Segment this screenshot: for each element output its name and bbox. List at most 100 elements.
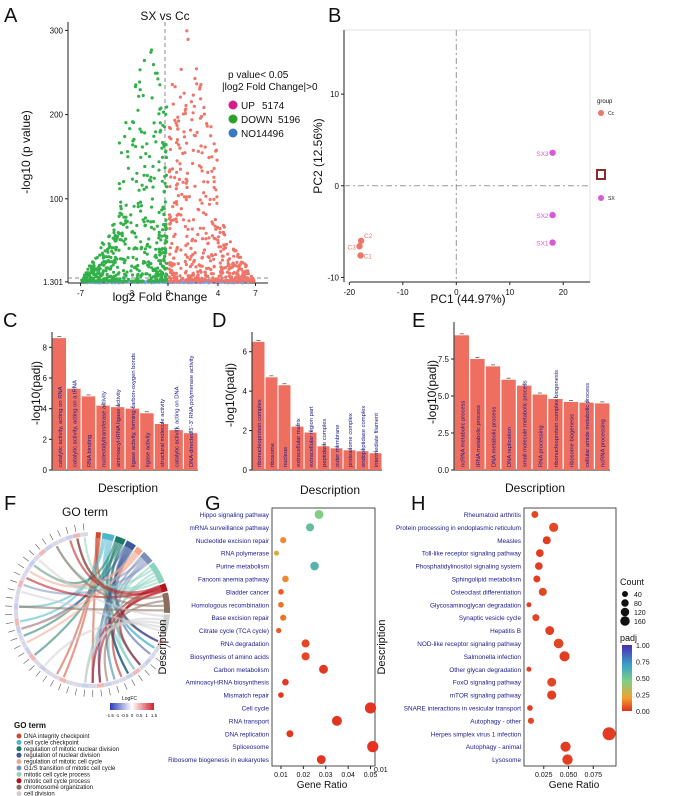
- bar: [501, 379, 516, 470]
- volcano-point-up: [175, 141, 179, 145]
- volcano-point-up: [214, 148, 218, 152]
- volcano-point-up: [178, 274, 182, 278]
- volcano-point-up: [196, 273, 200, 277]
- dot-category-label: Carbon metabolism: [214, 667, 269, 674]
- bar: [532, 394, 547, 470]
- volcano-point-up: [201, 237, 205, 241]
- volcano-point-down: [131, 255, 135, 259]
- volcano-point-down: [155, 277, 159, 282]
- volcano-point-down: [165, 185, 169, 189]
- bar: [595, 403, 610, 470]
- dot-g-x-label: Gene Ratio: [297, 780, 348, 791]
- volcano-point-up: [185, 234, 189, 238]
- volcano-point-down: [161, 123, 165, 127]
- volcano-point-down: [143, 223, 148, 227]
- volcano-point-down: [111, 251, 115, 255]
- volcano-point-down: [160, 146, 164, 150]
- bar: [548, 398, 563, 470]
- volcano-point-up: [170, 167, 175, 171]
- dot-point: [282, 575, 289, 583]
- volcano-point-up: [221, 230, 225, 234]
- volcano-point-down: [164, 173, 168, 177]
- chord-ribbon: [38, 559, 164, 618]
- volcano-point-up: [187, 195, 191, 199]
- volcano-point-down: [129, 213, 133, 217]
- volcano-point-up: [183, 224, 187, 229]
- volcano-point-down: [118, 279, 122, 283]
- volcano-point-up: [172, 273, 176, 278]
- bar-category-label: ncRNA processing: [601, 419, 607, 467]
- volcano-point-up: [234, 264, 239, 268]
- dot-h-y-label: Description: [376, 619, 388, 674]
- padj-gradient: [622, 645, 632, 711]
- volcano-point-down: [165, 234, 169, 238]
- volcano-point-up: [176, 115, 180, 119]
- volcano-point-up: [190, 227, 194, 231]
- bar-e-x-label: Description: [505, 481, 565, 495]
- volcano-point-down: [140, 272, 144, 276]
- dot-point: [532, 614, 540, 622]
- chord-term-arc: [133, 546, 143, 556]
- volcano-point-up: [182, 195, 186, 199]
- pca-x-ticks: -20 -10 0 10 20: [344, 282, 568, 297]
- volcano-point-down: [158, 130, 162, 134]
- volcano-point-up: [209, 125, 213, 129]
- bar: [125, 408, 140, 470]
- volcano-point-up: [168, 185, 172, 189]
- volcano-point-down: [157, 233, 161, 237]
- volcano-point-up: [173, 232, 177, 236]
- volcano-point-down: [162, 207, 166, 211]
- bar-chart-d: 0 2 4 6 ribonucleoprotein complex ribosome nuc…: [243, 332, 382, 475]
- volcano-point-down: [125, 270, 129, 274]
- chord-gene-arc: [73, 681, 82, 688]
- chord-gene-arc: [17, 579, 24, 589]
- volcano-point-up: [237, 277, 241, 281]
- volcano-point-up: [196, 232, 200, 237]
- volcano-point-down: [143, 131, 147, 135]
- volcano-point-down: [164, 143, 168, 147]
- volcano-point-up: [196, 149, 200, 153]
- volcano-point-down: [155, 270, 160, 274]
- bar-category-label: outer membrane: [335, 424, 341, 467]
- chord-gene-arc: [15, 587, 22, 596]
- dot-category-label: Sphingolipid metabolism: [452, 576, 521, 583]
- dot-point: [310, 561, 319, 571]
- volcano-point-up: [193, 76, 197, 81]
- volcano-point-down: [160, 234, 164, 238]
- chord-ribbon: [26, 553, 138, 644]
- chord-gene-arc: [148, 651, 157, 660]
- chord-gene-tick: [13, 645, 21, 650]
- volcano-y-tick-label: 300: [50, 26, 64, 35]
- chord-gene-arc: [57, 536, 67, 544]
- volcano-point-down: [111, 277, 115, 281]
- chord-legend-marker: [16, 778, 22, 784]
- volcano-point-up: [200, 255, 204, 259]
- pca-x-tick-label: -20: [344, 288, 356, 297]
- volcano-point-up: [234, 275, 238, 280]
- volcano-point-up: [168, 221, 172, 225]
- volcano-point-up: [224, 242, 229, 246]
- volcano-point-down: [127, 246, 131, 250]
- volcano-point-down: [119, 221, 123, 225]
- volcano-point-down: [164, 112, 168, 116]
- volcano-point-down: [161, 223, 166, 227]
- volcano-point-down: [139, 245, 143, 249]
- chord-term-arc: [114, 535, 126, 546]
- volcano-y-tick-label: 100: [50, 195, 64, 204]
- volcano-point-down: [161, 228, 165, 232]
- volcano-point-down: [149, 279, 153, 283]
- volcano-point-down: [145, 244, 149, 248]
- volcano-point-up: [198, 87, 202, 91]
- pca-x-tick-label: 0: [454, 288, 459, 297]
- volcano-point-up: [179, 207, 183, 211]
- volcano-point-down: [115, 279, 119, 283]
- bar-category-label: ribonucleoprotein complex biogenesis: [554, 370, 560, 467]
- bar: [265, 377, 278, 470]
- bar: [81, 396, 96, 470]
- volcano-point-up: [175, 247, 179, 251]
- volcano-points: [80, 29, 256, 285]
- pca-x-tick-label: 20: [559, 288, 568, 297]
- volcano-point-up: [175, 159, 179, 163]
- chord-gene-arc: [80, 532, 89, 537]
- volcano-point-down: [112, 270, 116, 274]
